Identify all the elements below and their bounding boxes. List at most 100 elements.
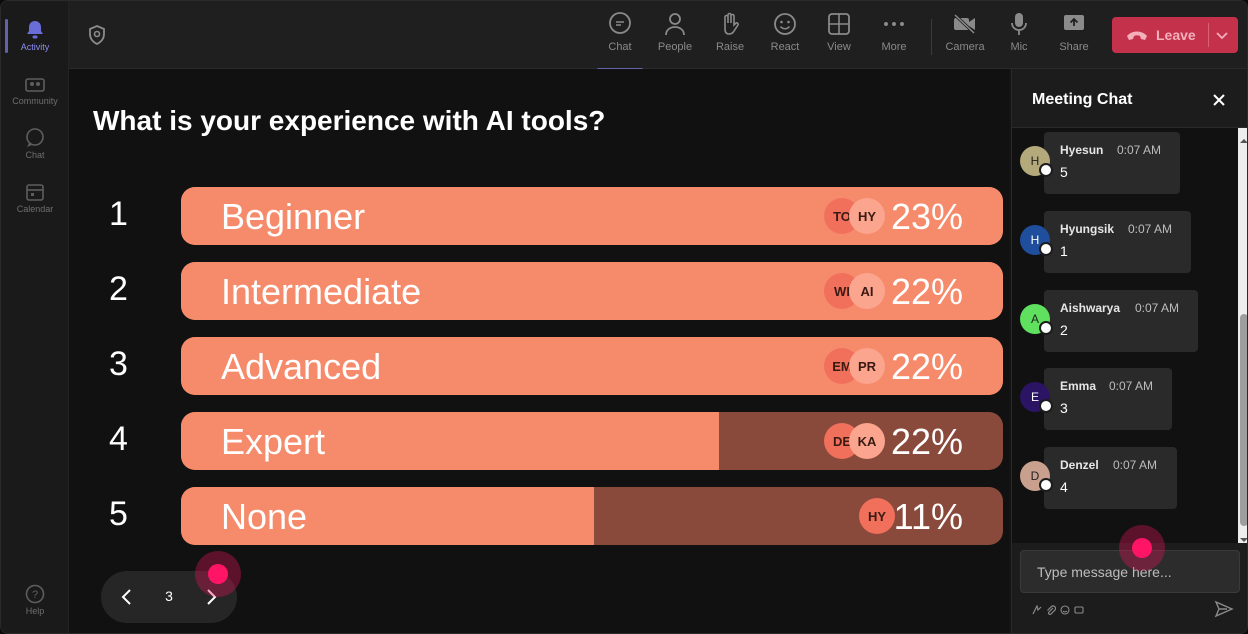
pointer-indicator bbox=[1119, 525, 1165, 571]
avatar[interactable]: H bbox=[1020, 146, 1053, 177]
raise-hand-button[interactable]: Raise bbox=[703, 11, 757, 63]
people-icon bbox=[662, 11, 688, 37]
chat-scrollbar[interactable] bbox=[1238, 128, 1247, 543]
tool-label: People bbox=[657, 41, 693, 53]
avatar[interactable]: A bbox=[1020, 304, 1053, 335]
tool-label: More bbox=[881, 41, 907, 53]
share-button[interactable]: Share bbox=[1047, 11, 1101, 63]
send-icon[interactable] bbox=[1214, 599, 1234, 619]
message-time: 0:07 AM bbox=[1135, 301, 1180, 315]
chat-message: Aishwarya 0:07 AM 2 A bbox=[1012, 290, 1238, 354]
rail-item-calendar[interactable]: Calendar bbox=[1, 173, 69, 223]
voter-avatar: KA bbox=[849, 423, 885, 459]
chat-message: Denzel 0:07 AM 4 D bbox=[1012, 447, 1238, 511]
message-text: 3 bbox=[1060, 400, 1068, 416]
message-time: 0:07 AM bbox=[1128, 222, 1173, 236]
chat-icon bbox=[607, 11, 633, 37]
sender-name: Aishwarya bbox=[1060, 301, 1121, 315]
message-text: 1 bbox=[1060, 243, 1068, 259]
people-button[interactable]: People bbox=[648, 11, 702, 63]
bell-icon bbox=[25, 20, 45, 40]
scrollbar-thumb[interactable] bbox=[1240, 314, 1247, 526]
message-bubble: Denzel 0:07 AM 4 bbox=[1044, 447, 1177, 509]
poll-option-1[interactable]: 1 Beginner TO HY 23% bbox=[69, 187, 1009, 247]
rail-item-activity[interactable]: Activity bbox=[1, 11, 69, 61]
chat-message: Emma 0:07 AM 3 E bbox=[1012, 368, 1238, 432]
avatar[interactable]: E bbox=[1020, 382, 1053, 413]
rail-label: Activity bbox=[20, 42, 50, 52]
voter-avatar: HY bbox=[859, 498, 895, 534]
poll-option-4[interactable]: 4 Expert DE KA 22% bbox=[69, 412, 1009, 472]
rail-label: Chat bbox=[25, 150, 45, 160]
avatar[interactable]: D bbox=[1020, 461, 1053, 492]
more-button[interactable]: More bbox=[867, 11, 921, 63]
option-percent: 11% bbox=[893, 496, 963, 537]
option-label: Intermediate bbox=[221, 271, 422, 312]
message-time: 0:07 AM bbox=[1113, 458, 1158, 472]
option-bar[interactable]: Intermediate WI AI 22% bbox=[181, 262, 1003, 320]
mic-button[interactable]: Mic bbox=[992, 11, 1046, 63]
hand-icon bbox=[717, 11, 743, 37]
poll-option-5[interactable]: 5 None HY 11% bbox=[69, 487, 1009, 547]
help-icon: ? bbox=[25, 584, 45, 604]
grid-view-icon bbox=[826, 11, 852, 37]
rail-label: Calendar bbox=[16, 204, 54, 214]
option-number: 1 bbox=[109, 195, 128, 233]
attach-icon[interactable] bbox=[1046, 602, 1057, 615]
svg-text:?: ? bbox=[32, 589, 38, 601]
message-bubble: Emma 0:07 AM 3 bbox=[1044, 368, 1172, 430]
view-button[interactable]: View bbox=[812, 11, 866, 63]
option-fill bbox=[181, 487, 594, 545]
option-bar[interactable]: None HY 11% bbox=[181, 487, 1003, 545]
chevron-down-icon[interactable] bbox=[1214, 27, 1230, 43]
chevron-left-icon[interactable] bbox=[115, 585, 139, 609]
message-list[interactable]: Hyesun 0:07 AM 5 H Hyungsik 0:07 AM 1 H … bbox=[1012, 128, 1238, 543]
avatar[interactable]: H bbox=[1020, 225, 1053, 256]
message-text: 2 bbox=[1060, 322, 1068, 338]
rail-item-chat[interactable]: Chat bbox=[1, 119, 69, 169]
microphone-icon bbox=[1006, 11, 1032, 37]
rail-item-community[interactable]: Community bbox=[1, 65, 69, 115]
message-text: 5 bbox=[1060, 164, 1068, 180]
gif-icon[interactable] bbox=[1074, 602, 1084, 614]
react-button[interactable]: React bbox=[758, 11, 812, 63]
tool-label: Camera bbox=[945, 41, 985, 53]
message-bubble: Aishwarya 0:07 AM 2 bbox=[1044, 290, 1198, 352]
poll-option-2[interactable]: 2 Intermediate WI AI 22% bbox=[69, 262, 1009, 322]
option-bar[interactable]: Advanced EM PR 22% bbox=[181, 337, 1003, 395]
voter-avatar: PR bbox=[849, 348, 885, 384]
option-bar[interactable]: Expert DE KA 22% bbox=[181, 412, 1003, 470]
sender-name: Hyesun bbox=[1060, 143, 1104, 157]
scroll-down-arrow-icon[interactable] bbox=[1240, 531, 1247, 542]
option-percent: 22% bbox=[890, 271, 963, 312]
poll-option-3[interactable]: 3 Advanced EM PR 22% bbox=[69, 337, 1009, 397]
scroll-up-arrow-icon[interactable] bbox=[1240, 132, 1247, 143]
chat-message: Hyesun 0:07 AM 5 H bbox=[1012, 132, 1238, 196]
option-percent: 23% bbox=[890, 196, 963, 237]
tool-label: Chat bbox=[608, 41, 632, 53]
voter-avatar: HY bbox=[849, 198, 885, 234]
sender-name: Denzel bbox=[1060, 458, 1099, 472]
option-number: 2 bbox=[109, 270, 128, 308]
close-icon[interactable] bbox=[1208, 89, 1230, 111]
chat-title: Meeting Chat bbox=[1032, 91, 1133, 108]
chat-message: Hyungsik 0:07 AM 1 H bbox=[1012, 211, 1238, 275]
emoji-icon[interactable] bbox=[1060, 602, 1070, 615]
meeting-chat-panel: Meeting Chat Hyesun 0:07 AM 5 H Hyungsik… bbox=[1011, 69, 1247, 633]
option-fill bbox=[181, 412, 719, 470]
chat-button[interactable]: Chat bbox=[593, 11, 647, 71]
option-bar[interactable]: Beginner TO HY 23% bbox=[181, 187, 1003, 245]
hang-up-phone-icon bbox=[1126, 28, 1148, 42]
poll-stage: What is your experience with AI tools? 1… bbox=[69, 69, 1009, 633]
camera-button[interactable]: Camera bbox=[938, 11, 992, 63]
rail-item-help[interactable]: ? Help bbox=[1, 575, 69, 625]
leave-button[interactable]: Leave bbox=[1112, 17, 1238, 53]
shield-icon[interactable] bbox=[87, 25, 107, 46]
message-input[interactable] bbox=[1020, 550, 1240, 593]
divider bbox=[1012, 127, 1247, 128]
option-number: 5 bbox=[109, 495, 128, 533]
format-icon[interactable] bbox=[1032, 602, 1042, 615]
chevron-right-icon[interactable] bbox=[199, 585, 223, 609]
leave-divider bbox=[1208, 23, 1209, 47]
